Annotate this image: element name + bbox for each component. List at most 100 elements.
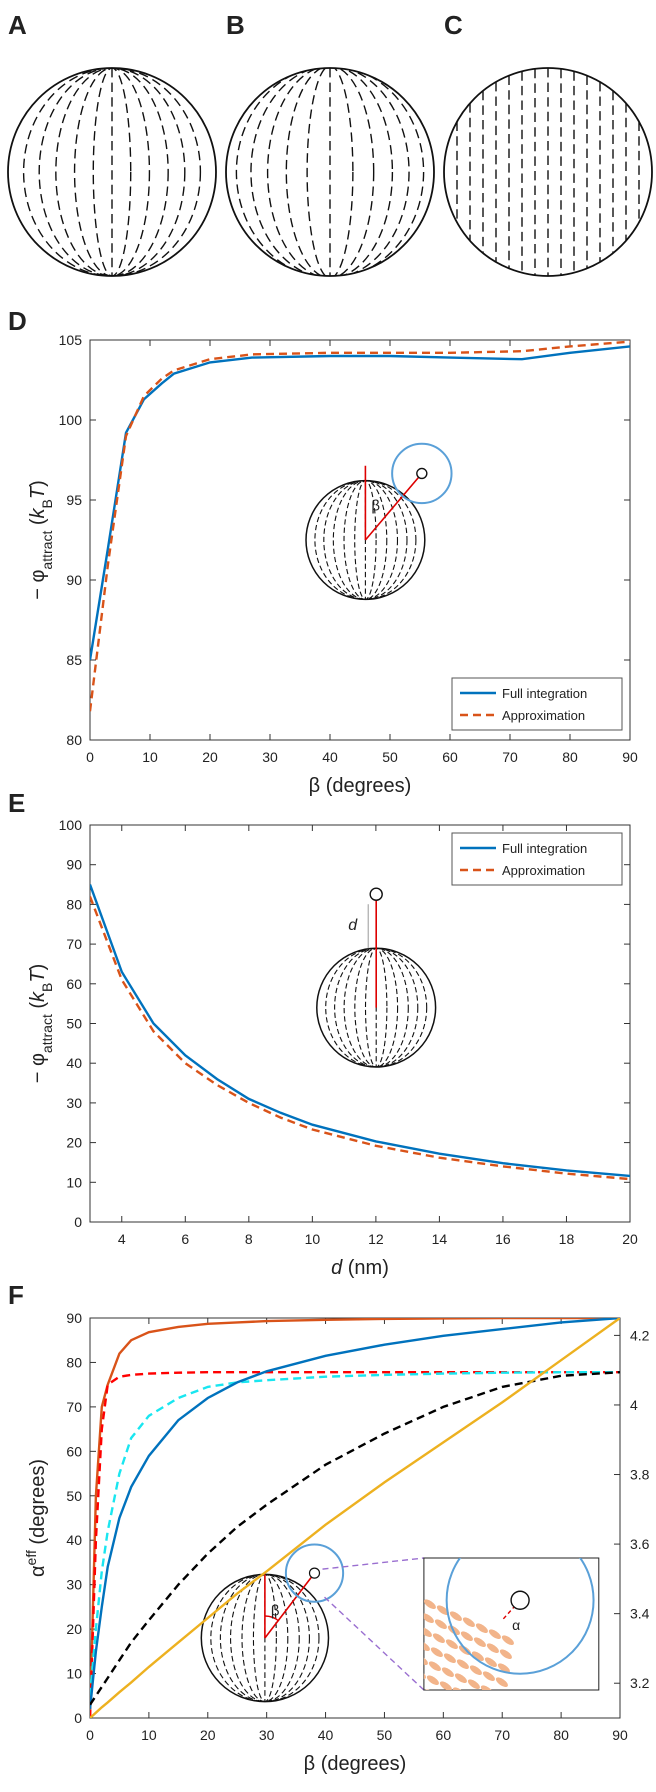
panel-label: F [8, 1280, 24, 1310]
axis-label: β (degrees) [304, 1753, 407, 1775]
meridian [364, 948, 388, 1068]
particle [416, 467, 428, 480]
particle [308, 1567, 321, 1579]
label-part: α [27, 1565, 49, 1577]
y2-tick-label: 3.8 [630, 1467, 650, 1483]
molecule [482, 1671, 495, 1681]
molecule [475, 1623, 488, 1633]
meridian [252, 1574, 277, 1702]
molecule [501, 1635, 514, 1645]
molecules: α [423, 1558, 595, 1690]
meridian [55, 68, 169, 276]
angle-marker [501, 1599, 521, 1621]
molecule [423, 1655, 428, 1665]
x-tick-label: 0 [86, 1727, 94, 1743]
y-tick-label: 10 [66, 1666, 82, 1682]
y-tick-label: 95 [66, 492, 82, 508]
molecule [443, 1653, 456, 1663]
label-part: T [27, 969, 49, 983]
molecule [436, 1605, 449, 1615]
meridian [285, 68, 375, 276]
x-tick-label: 80 [553, 1727, 569, 1743]
label-part: k [27, 507, 49, 518]
molecule [423, 1641, 430, 1651]
particle [369, 887, 383, 901]
series-line [90, 1371, 620, 1706]
panel-label: D [8, 306, 27, 336]
meridian [323, 480, 408, 600]
y-tick-label: 0 [74, 1214, 82, 1230]
molecule [430, 1647, 443, 1657]
x-tick-label: 10 [141, 1727, 157, 1743]
molecule [480, 1685, 493, 1690]
y-tick-label: 70 [66, 1399, 82, 1415]
molecule [460, 1631, 473, 1641]
legend-box [451, 832, 623, 886]
molecule [445, 1639, 458, 1649]
meridian [22, 68, 202, 276]
label-part: B [39, 499, 55, 508]
interaction-range [284, 1543, 345, 1603]
legend-label: Full integration [502, 841, 587, 856]
sphere [443, 67, 653, 277]
angle-marker [264, 1572, 316, 1639]
label-part: attract [39, 531, 55, 570]
legend-box [451, 677, 623, 731]
zoom-line [324, 1596, 425, 1691]
y2-tick-label: 3.4 [630, 1606, 650, 1622]
molecule [473, 1637, 486, 1647]
x-tick-label: 30 [259, 1727, 275, 1743]
meridian [230, 1574, 300, 1702]
legend-label: Approximation [502, 708, 585, 723]
y-tick-label: 0 [74, 1710, 82, 1726]
x-tick-label: 0 [86, 749, 94, 765]
x-tick-label: 12 [368, 1231, 384, 1247]
molecule [467, 1679, 480, 1689]
meridian [73, 68, 151, 276]
y-tick-label: 10 [66, 1174, 82, 1190]
y-tick-label: 30 [66, 1577, 82, 1593]
annotation: β [271, 1603, 280, 1620]
y-tick-label: 105 [59, 332, 83, 348]
angle-arc [264, 1615, 280, 1622]
plot-area [89, 339, 631, 741]
axis-label: αeff (degrees) [23, 1459, 49, 1577]
x-tick-label: 20 [622, 1231, 638, 1247]
label-part: ) [27, 480, 49, 487]
x-tick-label: 16 [495, 1231, 511, 1247]
molecule [454, 1673, 467, 1683]
panel-label: E [8, 788, 25, 818]
molecule [452, 1687, 465, 1690]
panel-label: B [226, 10, 245, 40]
label-part: T [27, 485, 49, 499]
x-tick-label: 40 [322, 749, 338, 765]
meridian [325, 948, 428, 1068]
series-line [90, 884, 630, 1178]
series-line [90, 340, 630, 712]
axis-label: − φattract (kBT) [27, 964, 55, 1084]
y-tick-label: 100 [59, 412, 83, 428]
interaction-range [391, 442, 453, 505]
interaction-range [445, 1558, 595, 1675]
y2-tick-label: 3.2 [630, 1675, 650, 1691]
series-line [90, 896, 630, 1181]
x-tick-label: 70 [502, 749, 518, 765]
x-tick-label: 50 [382, 749, 398, 765]
x-tick-label: 60 [442, 749, 458, 765]
x-tick-label: 6 [181, 1231, 189, 1247]
y-tick-label: 30 [66, 1095, 82, 1111]
annotation: d [348, 917, 358, 934]
series-line [90, 1318, 620, 1718]
panel-label: A [8, 10, 27, 40]
sphere-outline [7, 67, 217, 277]
molecule [434, 1619, 447, 1629]
molecule [499, 1649, 512, 1659]
meridian [210, 1574, 320, 1702]
molecule [486, 1643, 499, 1653]
y-tick-label: 80 [66, 896, 82, 912]
molecule [462, 1617, 475, 1627]
meridian [332, 480, 399, 600]
annotation: β [371, 497, 380, 514]
x-tick-label: 8 [245, 1231, 253, 1247]
